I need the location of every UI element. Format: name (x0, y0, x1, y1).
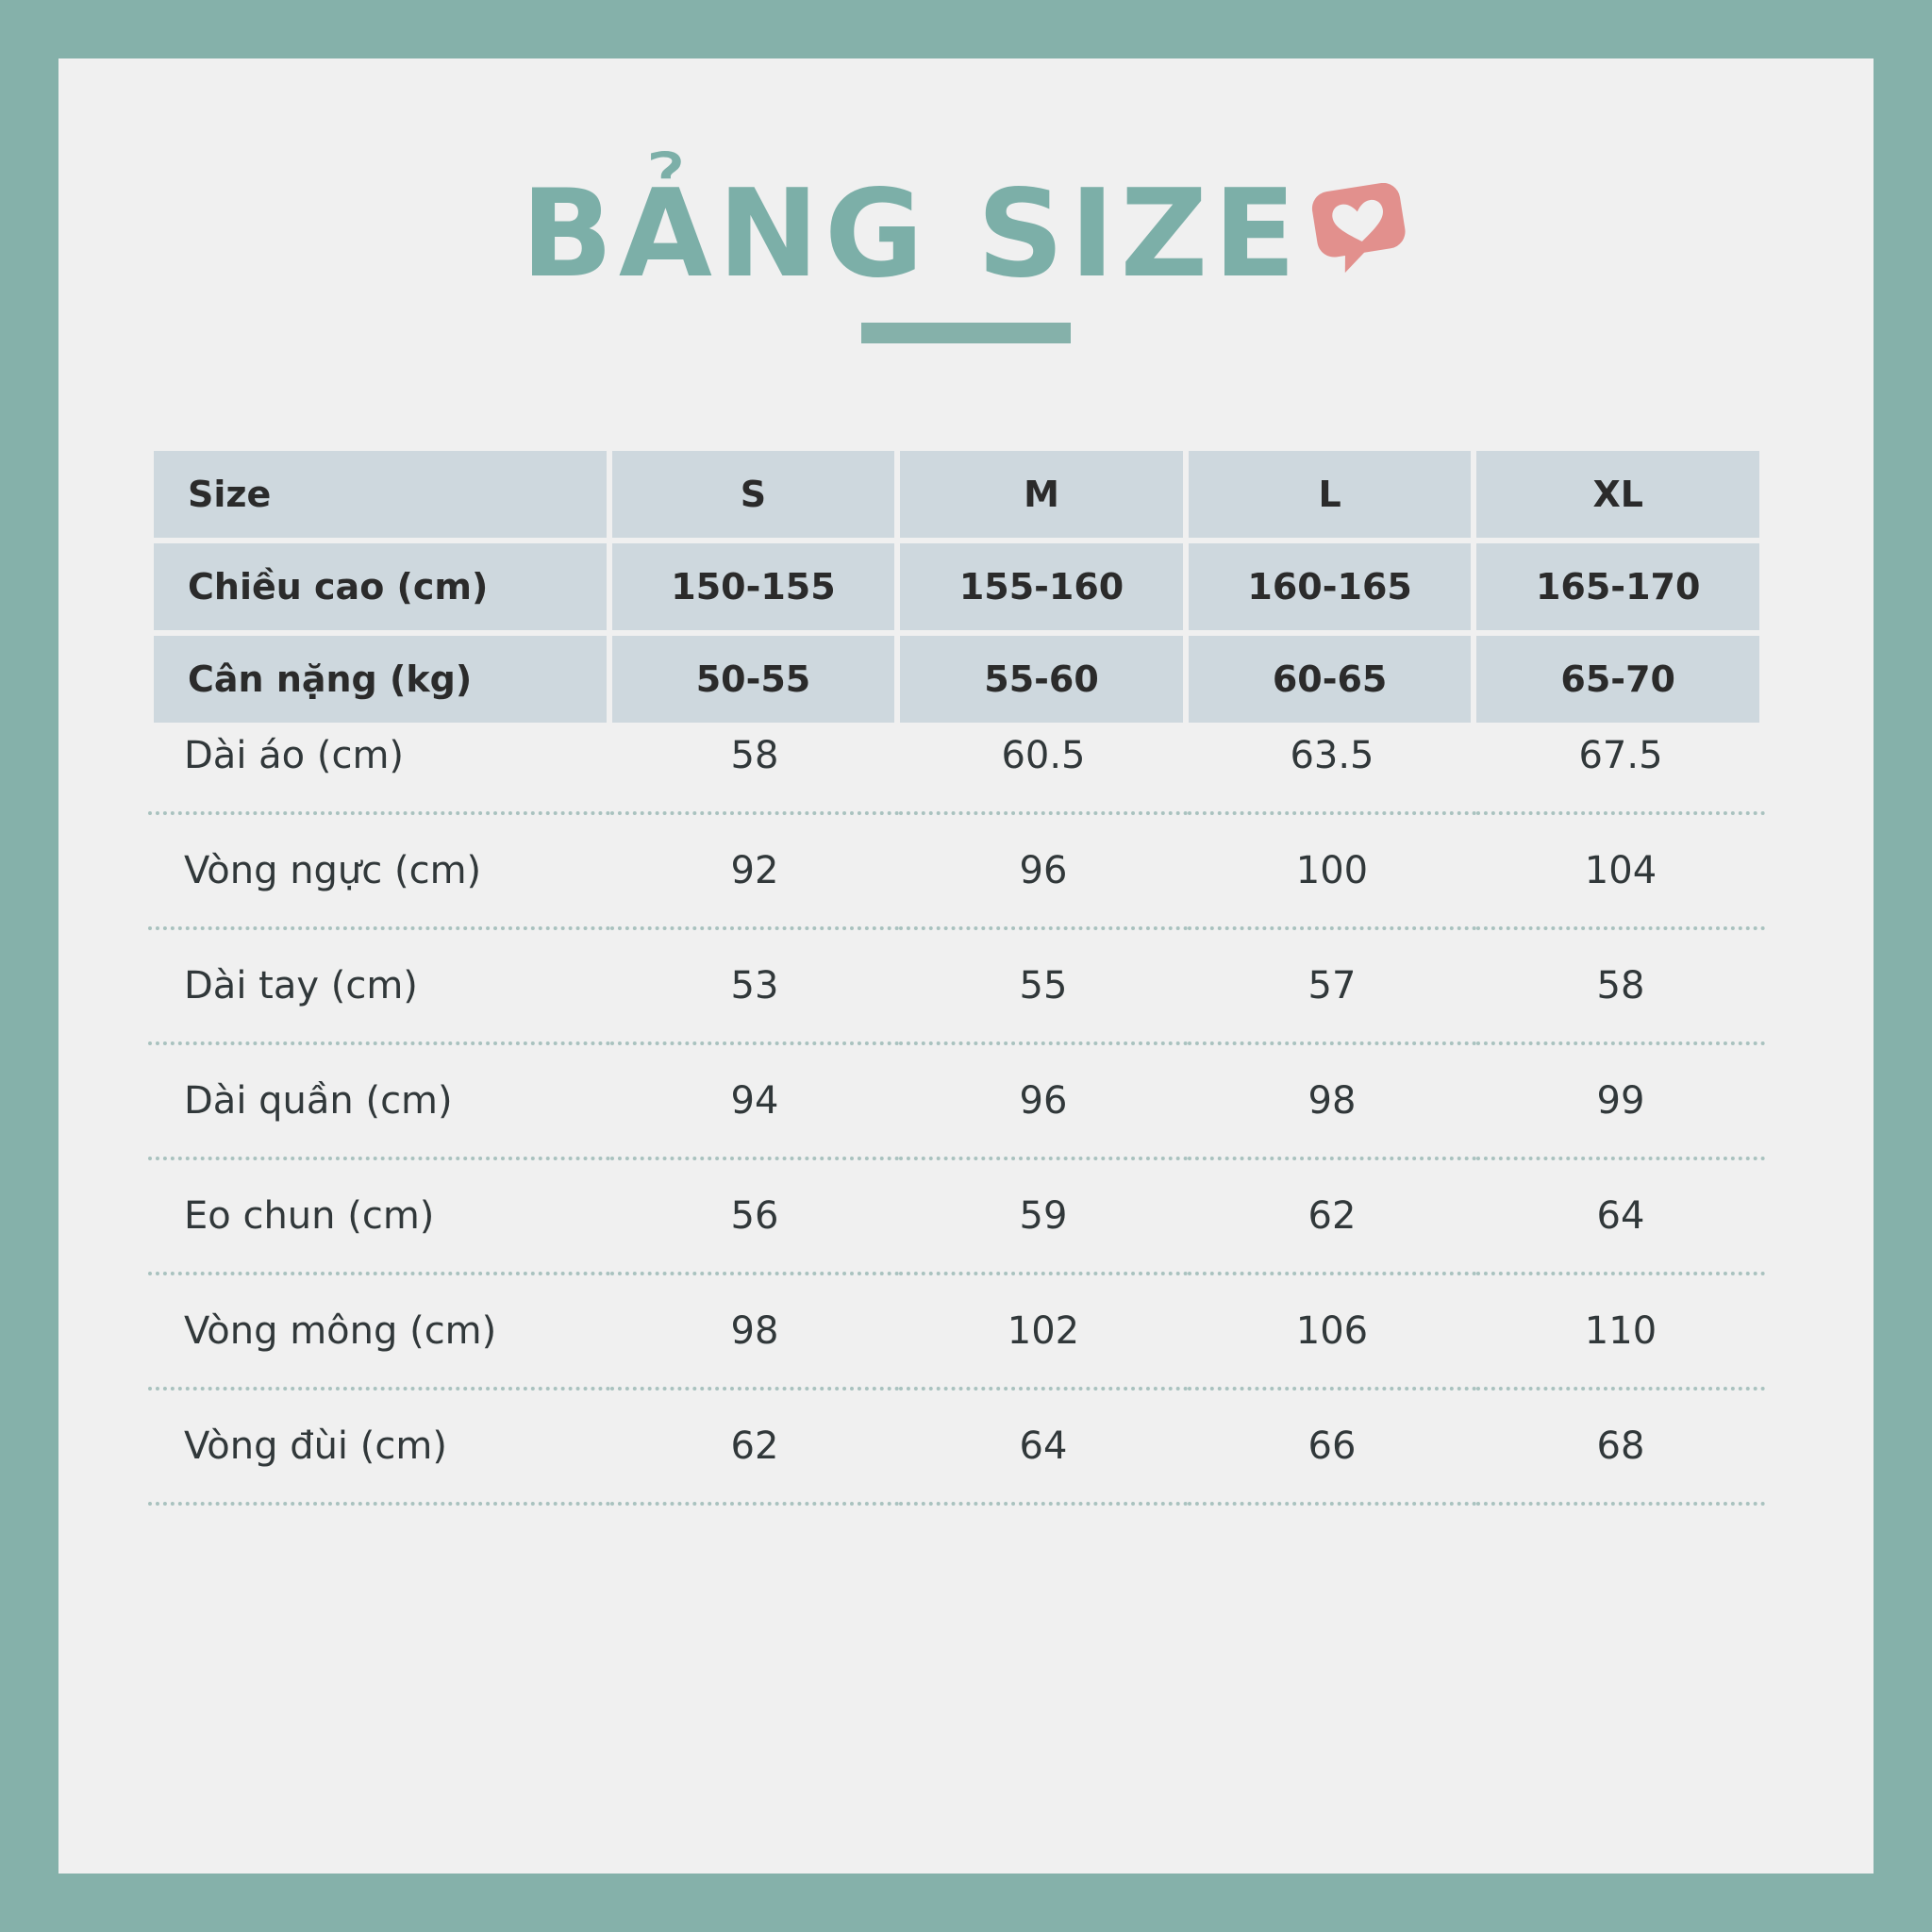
measurement-cell: 53 (609, 928, 899, 1045)
measurement-cell: 98 (1187, 1043, 1476, 1160)
measurement-cell: 104 (1475, 813, 1765, 930)
frame-bottom-edge (0, 1874, 1932, 1932)
measurement-row: Dài quần (cm) 94 96 98 99 (148, 1043, 1765, 1160)
measurement-cell: 98 (609, 1274, 899, 1391)
measurement-row-label: Dài áo (cm) (148, 700, 610, 815)
measurement-cell: 99 (1475, 1043, 1765, 1160)
measurement-cell: 96 (898, 1043, 1188, 1160)
measurement-cell: 59 (898, 1158, 1188, 1275)
measurement-cell: 92 (609, 813, 899, 930)
measurement-cell: 62 (609, 1389, 899, 1506)
measurement-cell: 60.5 (898, 700, 1188, 815)
frame-top-edge (0, 0, 1932, 58)
measurement-row-label: Eo chun (cm) (148, 1158, 610, 1275)
frame-left-edge (0, 0, 58, 1932)
measurement-cell: 63.5 (1187, 700, 1476, 815)
measurement-cell: 110 (1475, 1274, 1765, 1391)
measurement-row-label: Dài tay (cm) (148, 928, 610, 1045)
size-table-header-m: M (900, 451, 1183, 538)
measurement-cell: 58 (1475, 928, 1765, 1045)
measurement-table: Dài áo (cm) 58 60.5 63.5 67.5 Vòng ngực (cm) 9… (148, 700, 1765, 1506)
measurement-cell: 55 (898, 928, 1188, 1045)
measurement-cell: 64 (898, 1389, 1188, 1506)
measurement-cell: 102 (898, 1274, 1188, 1391)
title-underline (861, 323, 1071, 344)
size-table-header-l: L (1188, 451, 1472, 538)
measurement-row-label: Dài quần (cm) (148, 1043, 610, 1160)
measurement-row-label: Vòng mông (cm) (148, 1274, 610, 1391)
title-block: BẢNG SIZE (58, 164, 1874, 344)
size-table-row: Chiều cao (cm) 150-155 155-160 160-165 165-1… (154, 543, 1759, 630)
size-table-cell: 150-155 (611, 543, 895, 630)
measurement-row: Vòng mông (cm) 98 102 106 110 (148, 1274, 1765, 1391)
measurement-row: Eo chun (cm) 56 59 62 64 (148, 1158, 1765, 1275)
content-canvas: BẢNG SIZE Size S M L XL Chiều cao ( (58, 58, 1874, 1874)
measurement-cell: 67.5 (1475, 700, 1765, 815)
frame-right-edge (1874, 0, 1932, 1932)
size-table-header-row: Size S M L XL (154, 451, 1759, 538)
heart-bubble-icon (1309, 183, 1411, 274)
measurement-cell: 57 (1187, 928, 1476, 1045)
measurement-row: Vòng ngực (cm) 92 96 100 104 (148, 813, 1765, 930)
size-table-header-s: S (611, 451, 895, 538)
measurement-cell: 64 (1475, 1158, 1765, 1275)
measurement-cell: 62 (1187, 1158, 1476, 1275)
measurement-cell: 66 (1187, 1389, 1476, 1506)
size-table-cell: 160-165 (1188, 543, 1472, 630)
measurement-cell: 100 (1187, 813, 1476, 930)
measurement-cell: 56 (609, 1158, 899, 1275)
measurement-row-label: Vòng đùi (cm) (148, 1389, 610, 1506)
measurement-cell: 94 (609, 1043, 899, 1160)
size-table-row-label: Chiều cao (cm) (154, 543, 607, 630)
measurement-row: Vòng đùi (cm) 62 64 66 68 (148, 1389, 1765, 1506)
size-table-header-label: Size (154, 451, 607, 538)
size-table-cell: 155-160 (900, 543, 1183, 630)
measurement-cell: 68 (1475, 1389, 1765, 1506)
size-summary-table: Size S M L XL Chiều cao (cm) 150-155 155-160 160… (148, 445, 1765, 728)
measurement-row-label: Vòng ngực (cm) (148, 813, 610, 930)
page-title: BẢNG SIZE (521, 164, 1302, 305)
title-row: BẢNG SIZE (521, 164, 1411, 305)
measurement-cell: 106 (1187, 1274, 1476, 1391)
measurement-row: Dài tay (cm) 53 55 57 58 (148, 928, 1765, 1045)
measurement-cell: 96 (898, 813, 1188, 930)
measurement-cell: 58 (609, 700, 899, 815)
size-table-header-xl: XL (1476, 451, 1759, 538)
measurement-row: Dài áo (cm) 58 60.5 63.5 67.5 (148, 700, 1765, 815)
size-table-cell: 165-170 (1476, 543, 1759, 630)
